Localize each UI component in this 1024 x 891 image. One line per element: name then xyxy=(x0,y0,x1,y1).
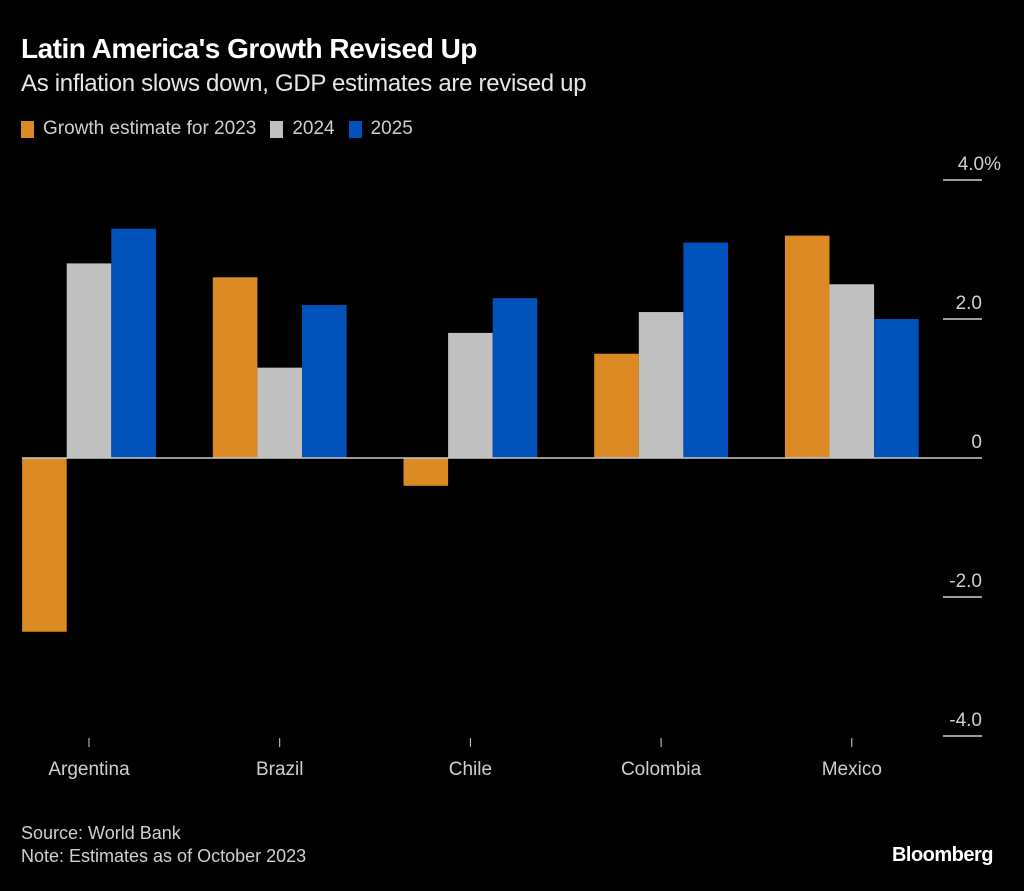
bar-mexico-2023 xyxy=(784,235,830,458)
bars-group xyxy=(22,228,919,632)
estimates-note: Note: Estimates as of October 2023 xyxy=(21,846,307,866)
bar-colombia-2024 xyxy=(638,312,684,458)
bar-colombia-2025 xyxy=(683,242,728,458)
bloomberg-logo: Bloomberg xyxy=(891,844,994,866)
bar-brazil-2025 xyxy=(302,305,347,458)
y-tick-label: 4.0% xyxy=(958,154,1001,175)
x-tick-label: Mexico xyxy=(822,759,882,780)
legend-item-2025: 2025 xyxy=(348,118,413,140)
legend-item-2024: 2024 xyxy=(270,118,335,140)
x-tick-label: Chile xyxy=(449,759,492,780)
legend-swatch-2024 xyxy=(270,120,284,138)
chart-title: Latin America's Growth Revised Up xyxy=(21,33,477,64)
x-tick-label: Argentina xyxy=(48,759,130,780)
bar-chile-2025 xyxy=(492,298,538,458)
y-tick-label: 0 xyxy=(971,432,982,453)
x-tick-label: Colombia xyxy=(621,759,702,780)
x-axis: Argentina Brazil Chile Colombia Mexico xyxy=(48,738,882,780)
x-tick-label: Brazil xyxy=(256,759,304,780)
chart-subtitle: As inflation slows down, GDP estimates a… xyxy=(21,70,587,97)
legend-label-2024: 2024 xyxy=(292,118,335,139)
bar-chile-2024 xyxy=(448,332,493,458)
y-tick-label: -2.0 xyxy=(949,571,982,592)
bar-colombia-2023 xyxy=(594,353,639,458)
source-note: Source: World Bank xyxy=(21,823,181,843)
y-tick-label: -4.0 xyxy=(949,710,982,731)
legend: Growth estimate for 2023 2024 2025 xyxy=(21,118,427,140)
y-axis: 4.0% 2.0 0 -2.0 -4.0 xyxy=(22,154,1001,737)
legend-item-2023: Growth estimate for 2023 xyxy=(21,118,256,140)
bar-argentina-2024 xyxy=(66,263,112,458)
bar-mexico-2025 xyxy=(874,319,919,458)
bar-mexico-2024 xyxy=(829,284,875,458)
footer: Source: World Bank Note: Estimates as of… xyxy=(21,822,306,868)
y-tick-label: 2.0 xyxy=(956,293,982,314)
bar-argentina-2023 xyxy=(22,458,67,632)
legend-label-2025: 2025 xyxy=(370,118,413,139)
legend-label-2023: Growth estimate for 2023 xyxy=(43,118,257,139)
legend-swatch-2023 xyxy=(21,120,34,138)
bar-argentina-2025 xyxy=(111,228,156,458)
bar-chile-2023 xyxy=(403,458,449,486)
bar-brazil-2023 xyxy=(212,277,258,458)
bar-brazil-2024 xyxy=(257,367,302,458)
legend-swatch-2025 xyxy=(348,120,362,138)
